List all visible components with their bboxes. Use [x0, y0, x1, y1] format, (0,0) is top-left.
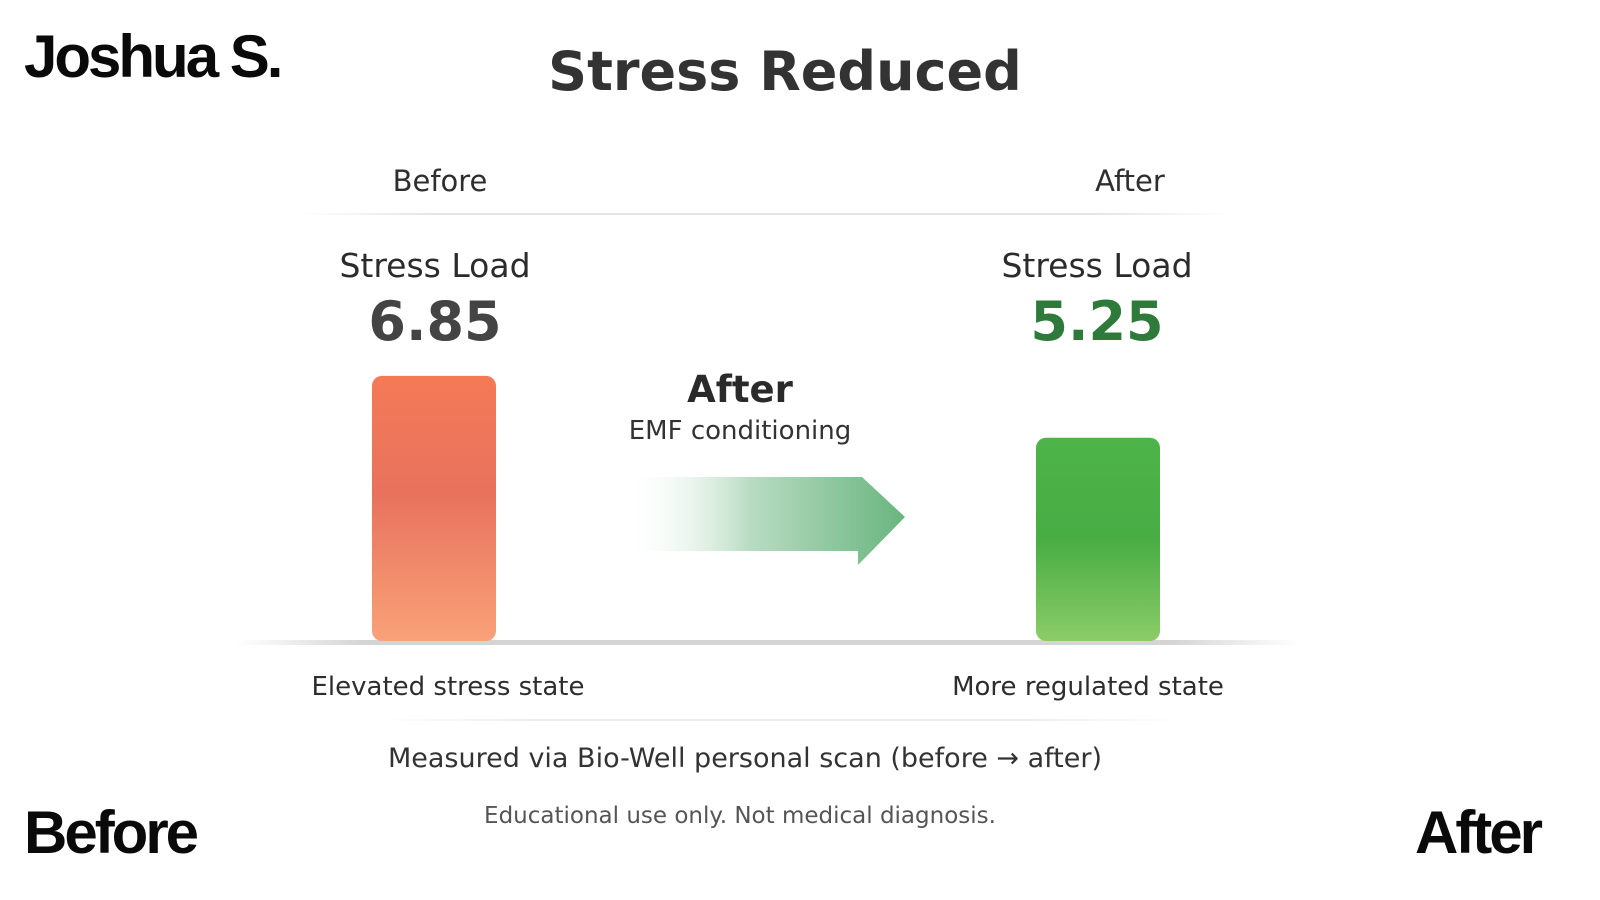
transition-title: After: [687, 368, 793, 411]
brand-name: Joshua S.: [24, 23, 283, 90]
column-header-before: Before: [392, 164, 488, 198]
baseline: [235, 640, 1300, 645]
column-header-after: After: [1095, 164, 1165, 198]
corner-label-before: Before: [24, 799, 199, 866]
value-label-before: 6.85: [368, 290, 502, 353]
footer-divider: [380, 719, 1180, 721]
measurement-note: Measured via Bio-Well personal scan (bef…: [387, 743, 1103, 774]
metric-label-before: Stress Load: [339, 246, 531, 285]
metric-label-after: Stress Load: [1001, 246, 1193, 285]
chart-title: Stress Reduced: [548, 40, 1022, 103]
state-label-after: More regulated state: [952, 672, 1224, 702]
value-label-after: 5.25: [1030, 290, 1164, 353]
bar-after: [1036, 437, 1160, 641]
transition-arrow: [622, 477, 905, 565]
state-label-before: Elevated stress state: [311, 672, 585, 702]
bar-before: [372, 375, 496, 641]
disclaimer: Educational use only. Not medical diagno…: [484, 803, 996, 829]
corner-label-after: After: [1414, 799, 1543, 866]
header-divider: [300, 213, 1230, 215]
transition-subtitle: EMF conditioning: [628, 416, 852, 446]
